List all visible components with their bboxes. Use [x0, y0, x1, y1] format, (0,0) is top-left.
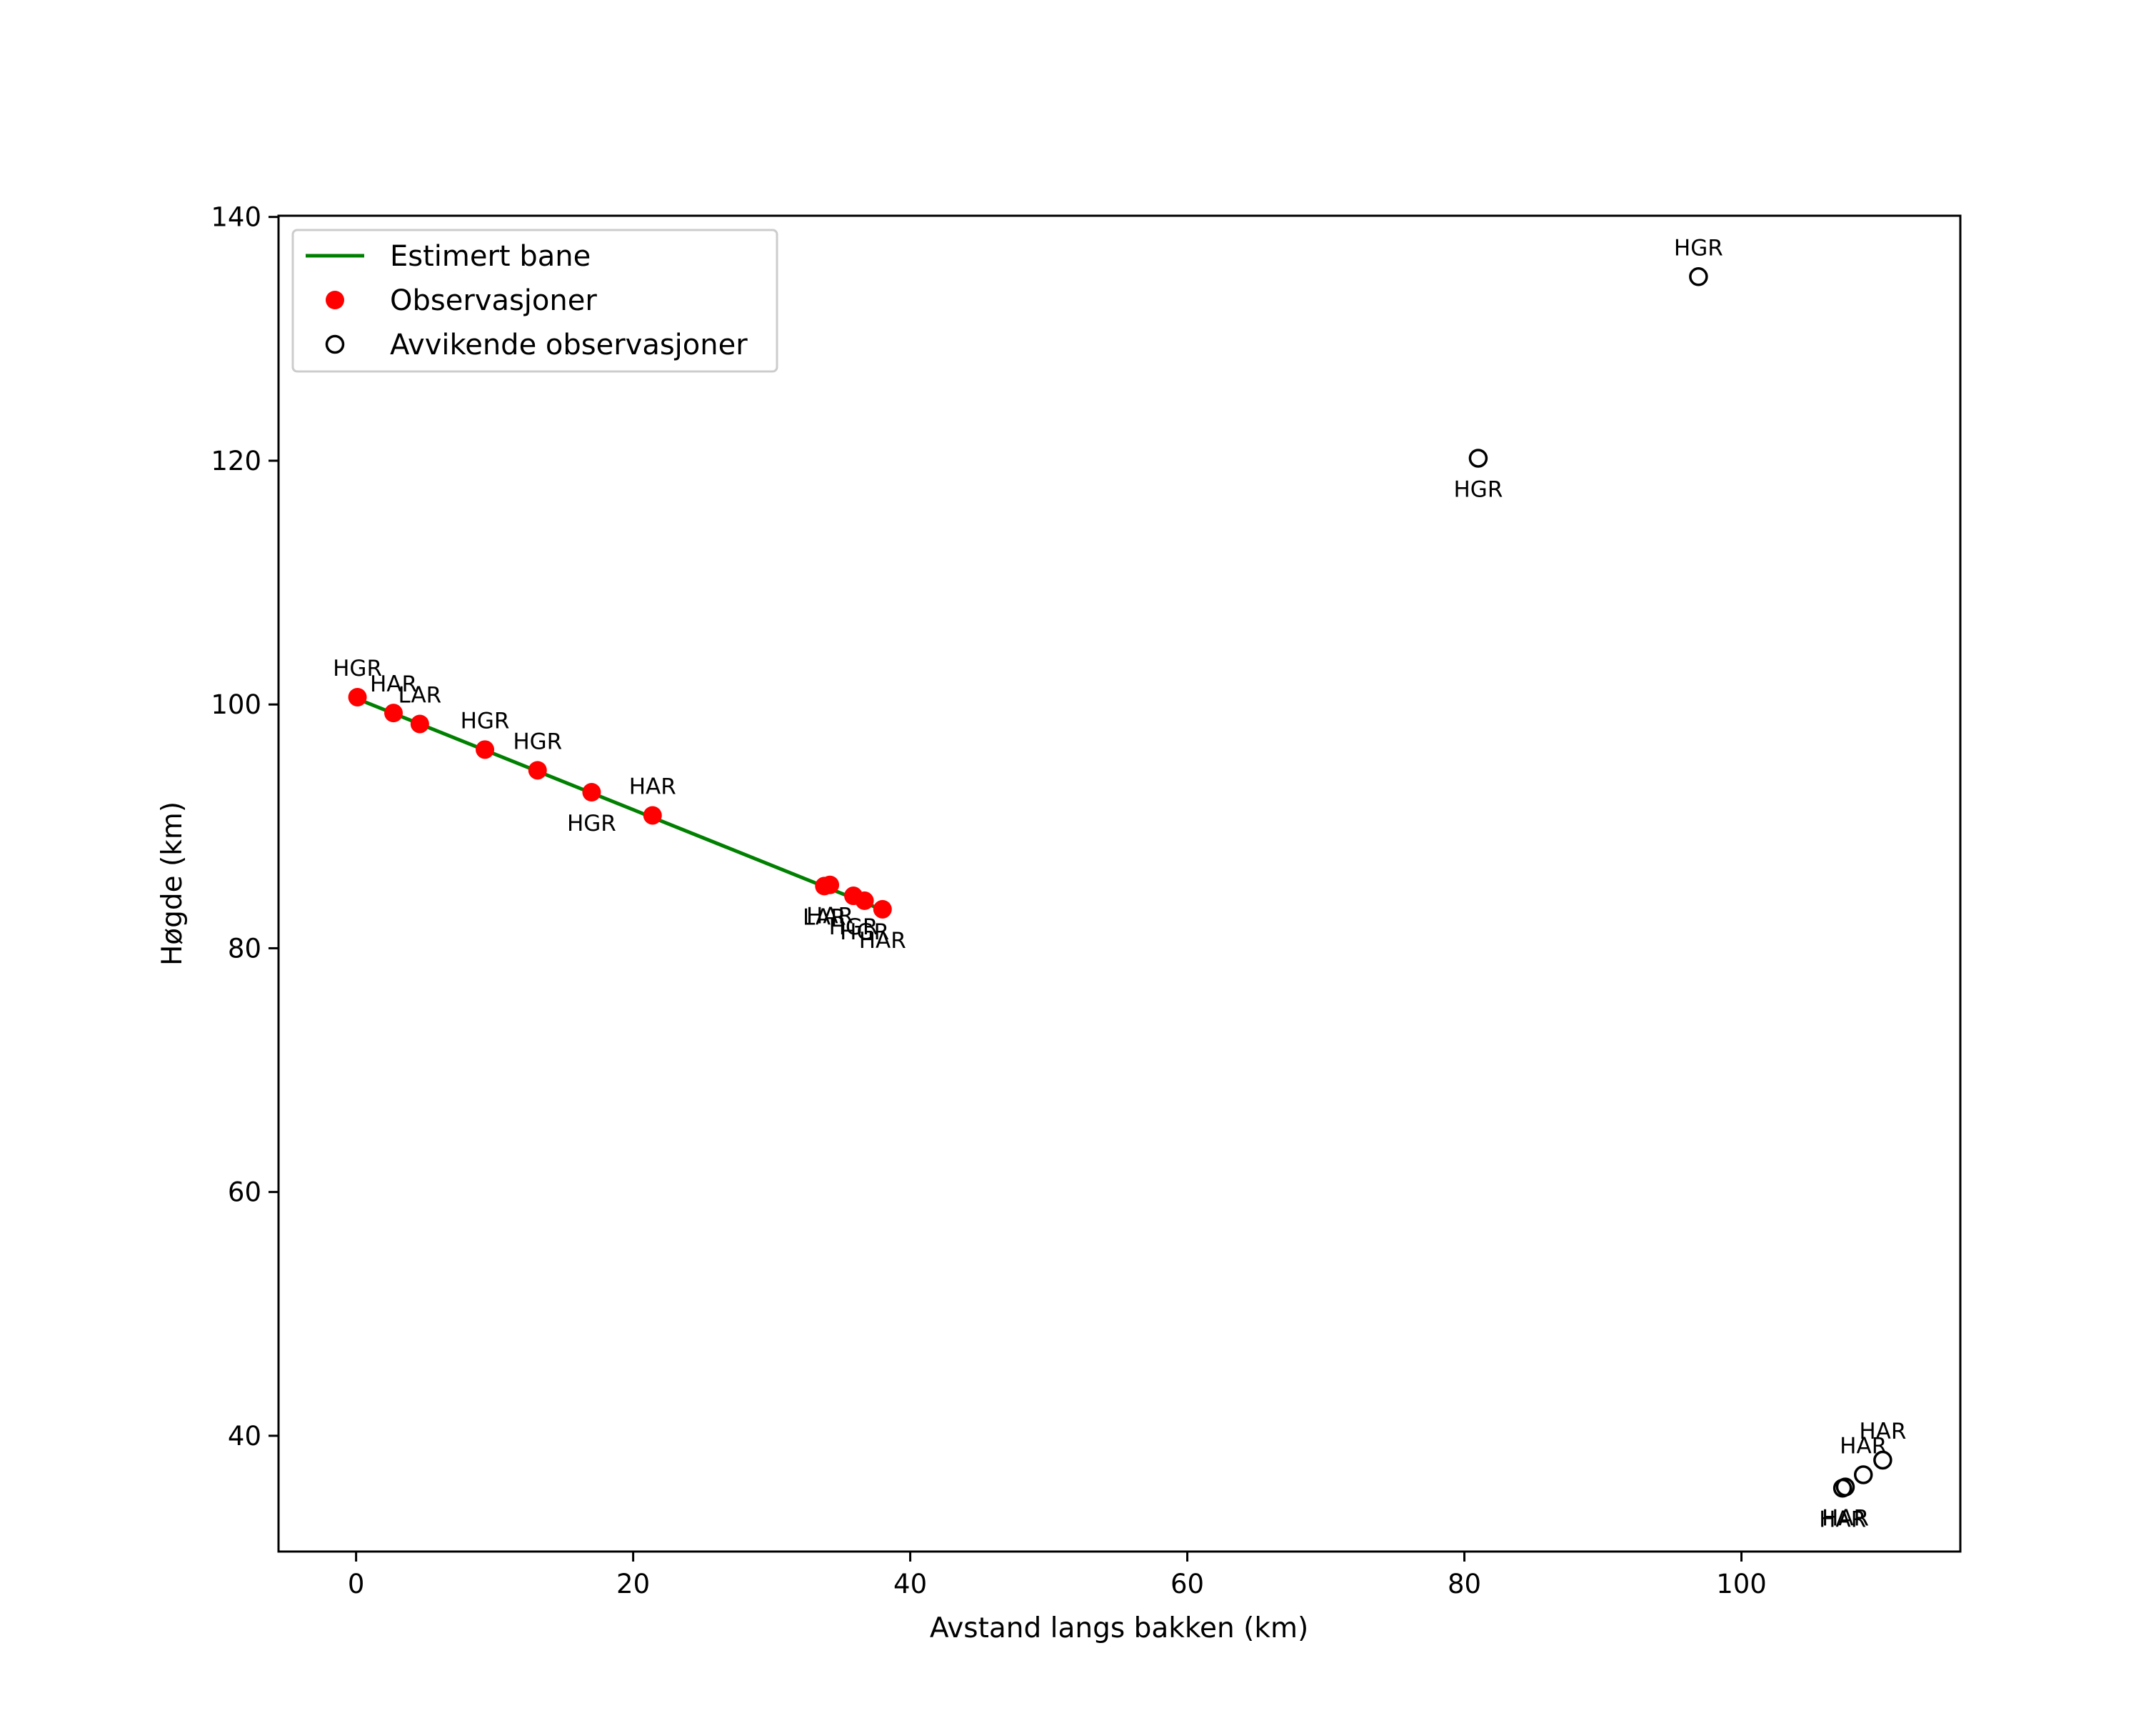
- observation-station-label: HGR: [567, 811, 616, 836]
- plot-area: HGRHARLARHGRHGRHGRHARLARHARHGRHGRHARHGRH…: [333, 235, 1906, 1532]
- observation-station-label: HGR: [513, 729, 562, 754]
- observation-station-label: HGR: [333, 656, 382, 681]
- observation-station-label: HAR: [806, 904, 853, 929]
- y-tick-label: 140: [211, 202, 261, 233]
- outlier-observation-point: [1468, 449, 1488, 468]
- observation-station-label: LAR: [803, 904, 846, 930]
- x-tick-label: 0: [348, 1569, 365, 1599]
- x-tick-label: 60: [1170, 1569, 1204, 1599]
- legend-frame: [291, 229, 778, 373]
- y-tick-label: 100: [211, 689, 261, 720]
- outlier-station-label: HAR: [1840, 1434, 1887, 1459]
- x-tick-label: 100: [1716, 1569, 1767, 1599]
- y-tick-label: 40: [228, 1421, 261, 1452]
- x-axis-label: Avstand langs bakken (km): [930, 1612, 1308, 1644]
- observation-point: [582, 783, 601, 802]
- legend-entry-label: Observasjoner: [390, 284, 597, 317]
- observation-point: [528, 761, 547, 780]
- y-tick-label: 120: [211, 446, 261, 476]
- observation-point: [348, 687, 367, 706]
- legend-open-marker: [325, 334, 345, 354]
- observation-point: [476, 740, 495, 759]
- outlier-station-label: HAR: [1822, 1506, 1869, 1532]
- outlier-observation-point: [1853, 1465, 1873, 1484]
- y-tick-label: 60: [228, 1177, 261, 1208]
- axes: 0 20 40 60 80 100 40 60 80 100 120 140: [211, 202, 1766, 1599]
- observation-point: [821, 875, 840, 894]
- observation-station-label: HAR: [859, 928, 906, 954]
- observation-point: [873, 899, 892, 919]
- observation-station-label: HGR: [829, 914, 878, 940]
- legend: Estimert bane Observasjoner Avvikende obse…: [291, 229, 778, 373]
- outlier-observation-point: [1689, 267, 1708, 286]
- observation-point: [384, 704, 403, 723]
- plot-frame: [277, 214, 1962, 1553]
- observation-point: [643, 806, 662, 825]
- legend-entry-label: Estimert bane: [390, 240, 591, 273]
- outlier-station-label: HAR: [1859, 1419, 1906, 1444]
- outlier-station-label: HGR: [1674, 235, 1723, 261]
- observation-station-label: HAR: [370, 671, 417, 697]
- observation-station-label: HGR: [461, 708, 510, 734]
- observation-point: [410, 714, 429, 734]
- outlier-station-label: HAR: [1819, 1507, 1866, 1532]
- outlier-observation-point: [1873, 1450, 1892, 1470]
- outlier-observation-point: [1832, 1479, 1852, 1498]
- y-axis-label: Høgde (km): [156, 801, 189, 966]
- observation-station-label: LAR: [398, 682, 441, 708]
- legend-filled-marker: [326, 291, 344, 309]
- legend-entry-label: Avvikende observasjoner: [390, 329, 748, 361]
- estimated-trajectory-line: [355, 696, 885, 912]
- x-tick-label: 20: [616, 1569, 650, 1599]
- observation-point: [855, 891, 874, 910]
- observation-station-label: HAR: [629, 774, 676, 799]
- x-tick-label: 80: [1448, 1569, 1481, 1599]
- y-tick-label: 80: [228, 933, 261, 964]
- outlier-station-label: HGR: [1453, 477, 1503, 503]
- observation-station-label: HGR: [840, 919, 889, 945]
- x-tick-label: 40: [893, 1569, 927, 1599]
